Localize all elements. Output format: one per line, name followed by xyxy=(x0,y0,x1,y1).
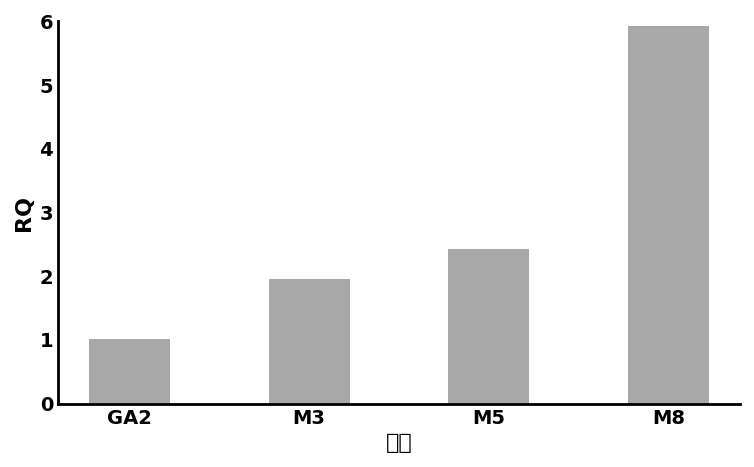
Bar xyxy=(89,339,170,403)
Bar xyxy=(449,249,529,403)
X-axis label: 样品: 样品 xyxy=(385,433,412,453)
Bar xyxy=(268,279,350,403)
Y-axis label: RQ: RQ xyxy=(14,195,34,231)
Bar xyxy=(628,26,709,403)
